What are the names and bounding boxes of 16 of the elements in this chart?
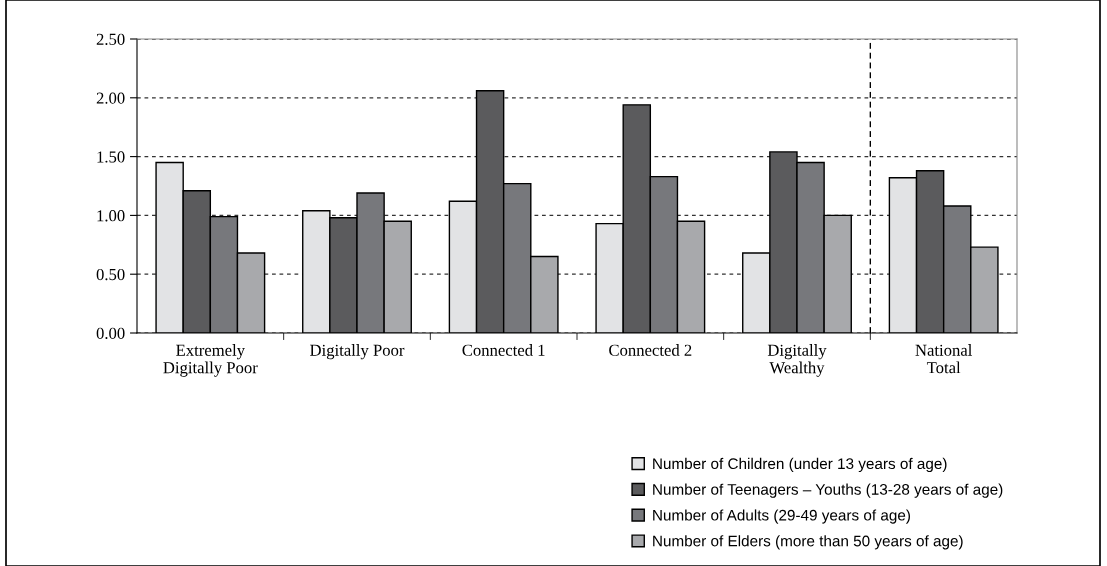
x-tick-label: Extremely Digitally Poor <box>163 344 258 377</box>
y-tick-label: 2.00 <box>96 92 125 104</box>
y-tick-label: 2.50 <box>96 33 125 46</box>
legend-label: Number of Adults (29-49 years of age) <box>653 509 910 524</box>
x-tick-label: Connected 2 <box>609 344 692 356</box>
legend-label: Number of Elders (more than 50 years of age) <box>653 535 963 550</box>
x-tick-label: National Total <box>915 344 973 374</box>
x-tick-label: Digitally Wealthy <box>767 344 827 377</box>
x-tick-label: Digitally Poor <box>310 344 405 360</box>
y-tick-label: 0.50 <box>96 268 125 281</box>
legend-label: Number of Children (under 13 years of age) <box>653 457 947 473</box>
x-tick-label: Connected 1 <box>462 344 545 356</box>
y-tick-label: 0.00 <box>96 327 125 340</box>
legend-label: Number of Teenagers – Youths (13-28 years of age) <box>653 483 1003 498</box>
y-tick-label: 1.00 <box>97 210 125 222</box>
y-tick-label: 1.50 <box>97 151 125 163</box>
